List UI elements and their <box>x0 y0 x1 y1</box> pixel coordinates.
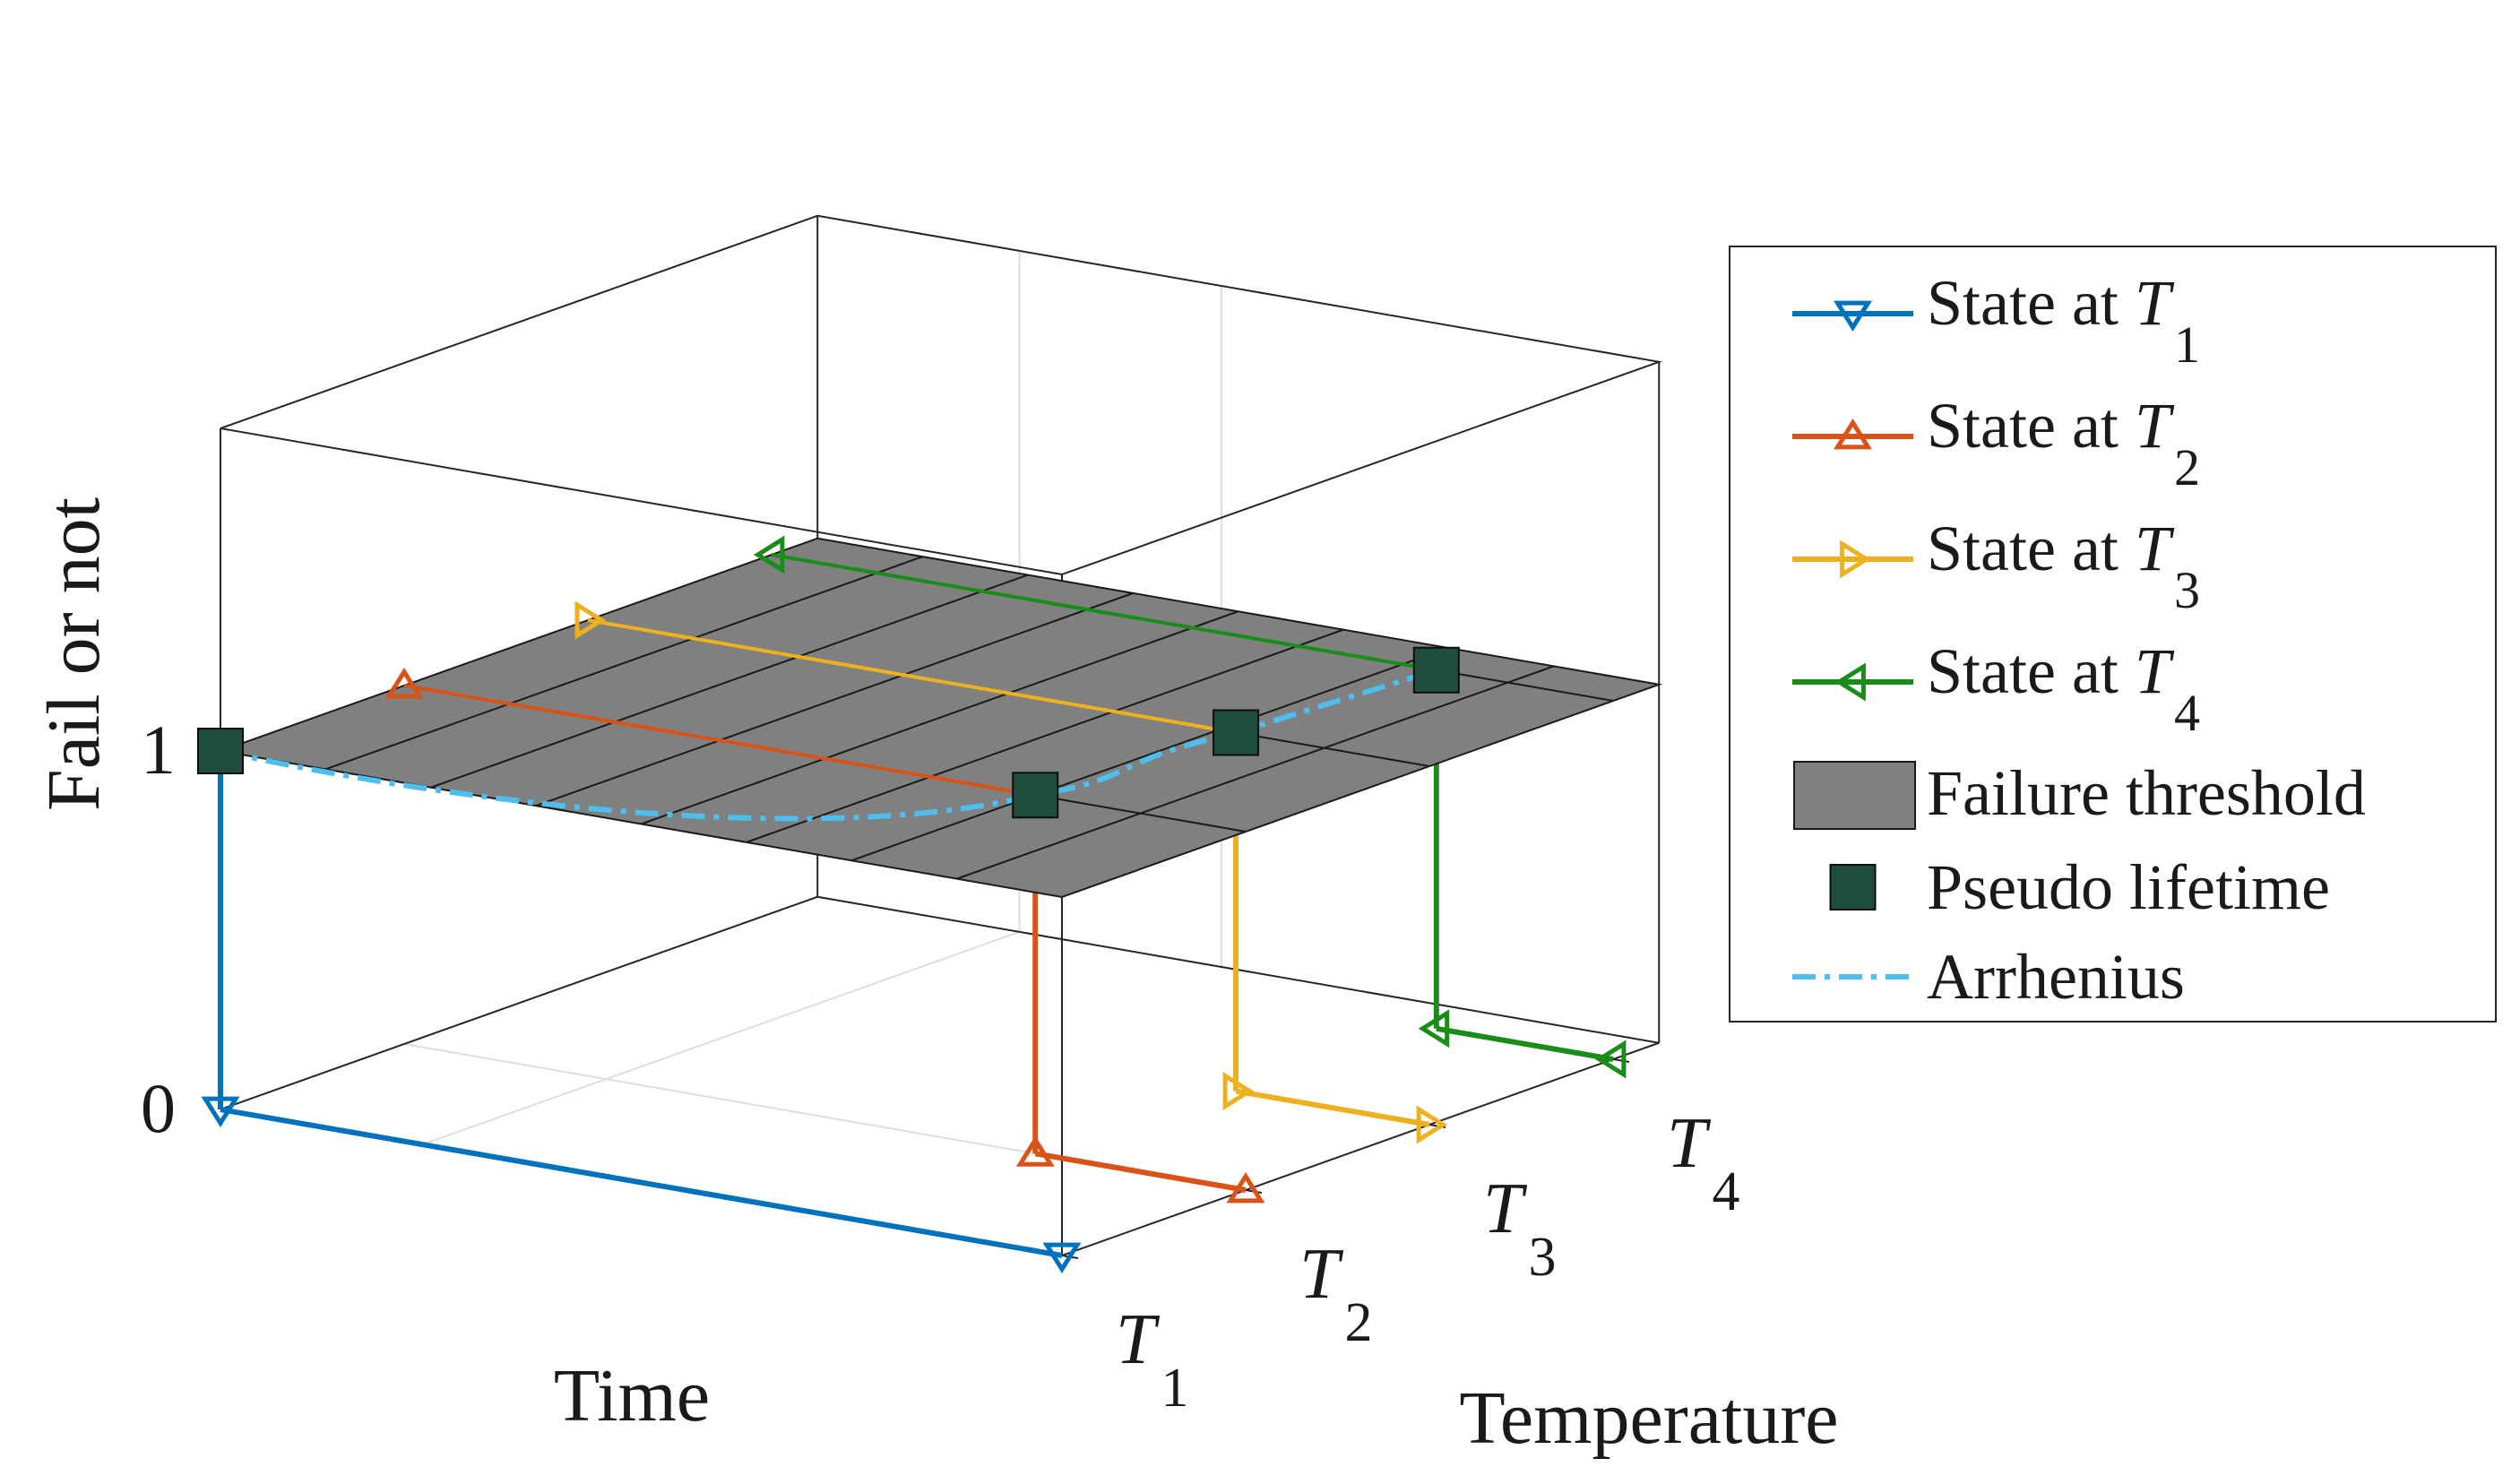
legend-series-marker <box>1833 418 1873 450</box>
y-axis-label: Temperature <box>1459 1376 1838 1460</box>
legend-series-marker <box>1834 662 1866 702</box>
series-line-zero-3 <box>1235 1088 1430 1127</box>
threshold-mesh-line <box>430 574 1029 789</box>
grid-line <box>422 930 1020 1146</box>
series-marker-3 <box>1416 1105 1448 1144</box>
threshold-mesh-line <box>746 628 1344 843</box>
legend-label: Failure threshold <box>1927 757 2366 829</box>
temperature-tick <box>1612 1058 1630 1063</box>
series-marker-1 <box>201 1096 240 1128</box>
box-edge <box>220 895 818 1110</box>
series-line-one-4 <box>771 553 1437 672</box>
series-marker-3 <box>574 600 607 640</box>
legend-series-marker <box>1833 300 1873 332</box>
threshold-mesh-line <box>325 556 923 771</box>
temperature-axis-line <box>1061 1041 1660 1256</box>
temperature-tick-label: T3 <box>1483 1169 1557 1288</box>
legend-label: Pseudo lifetime <box>1927 851 2330 923</box>
legend-label: State at T4 <box>1927 635 2200 742</box>
threshold-mesh-line <box>956 665 1555 880</box>
threshold-mesh-line <box>641 610 1239 825</box>
legend-label: State at T3 <box>1927 513 2200 619</box>
series-marker-2 <box>384 667 424 699</box>
legend-label: State at T2 <box>1927 390 2200 496</box>
series-line-one-3 <box>587 618 1237 735</box>
box-top-rim <box>220 214 1663 576</box>
temperature-tick-label: T2 <box>1299 1235 1373 1353</box>
pseudo-lifetime-marker <box>1213 709 1260 756</box>
pseudo-lifetime-marker <box>1412 646 1460 694</box>
x-axis-label: Time <box>554 1354 710 1437</box>
series-marker-2 <box>1226 1171 1265 1204</box>
series-line-zero-2 <box>1034 1151 1247 1193</box>
series-marker-4 <box>1418 1009 1450 1048</box>
legend-pseudo-swatch <box>1829 864 1877 910</box>
series-marker-4 <box>753 535 785 574</box>
legend-series-marker <box>1840 539 1871 579</box>
series-marker-3 <box>1222 1071 1255 1111</box>
series-marker-4 <box>1594 1040 1627 1079</box>
series-line-zero-4 <box>1436 1025 1614 1062</box>
series-marker-2 <box>1015 1135 1055 1167</box>
z-tick-label: 1 <box>141 711 176 789</box>
z-axis-label: Fail or not <box>32 497 116 811</box>
temperature-tick-label: T1 <box>1116 1300 1189 1419</box>
threshold-mesh-line <box>850 647 1449 862</box>
pseudo-lifetime-marker <box>1012 772 1059 819</box>
pseudo-lifetime-marker <box>197 728 244 774</box>
series-marker-1 <box>1042 1242 1082 1274</box>
threshold-mesh-line <box>535 591 1134 807</box>
temperature-tick-label: T4 <box>1667 1104 1740 1222</box>
series-line-zero-1 <box>220 1107 1063 1258</box>
series-line-one-2 <box>403 684 1036 798</box>
legend-threshold-swatch <box>1793 761 1916 830</box>
legend-label: Arrhenius <box>1927 941 2185 1013</box>
legend-label: State at T1 <box>1927 267 2200 374</box>
arrhenius-curve <box>220 667 1437 822</box>
z-tick-label: 0 <box>141 1069 176 1147</box>
